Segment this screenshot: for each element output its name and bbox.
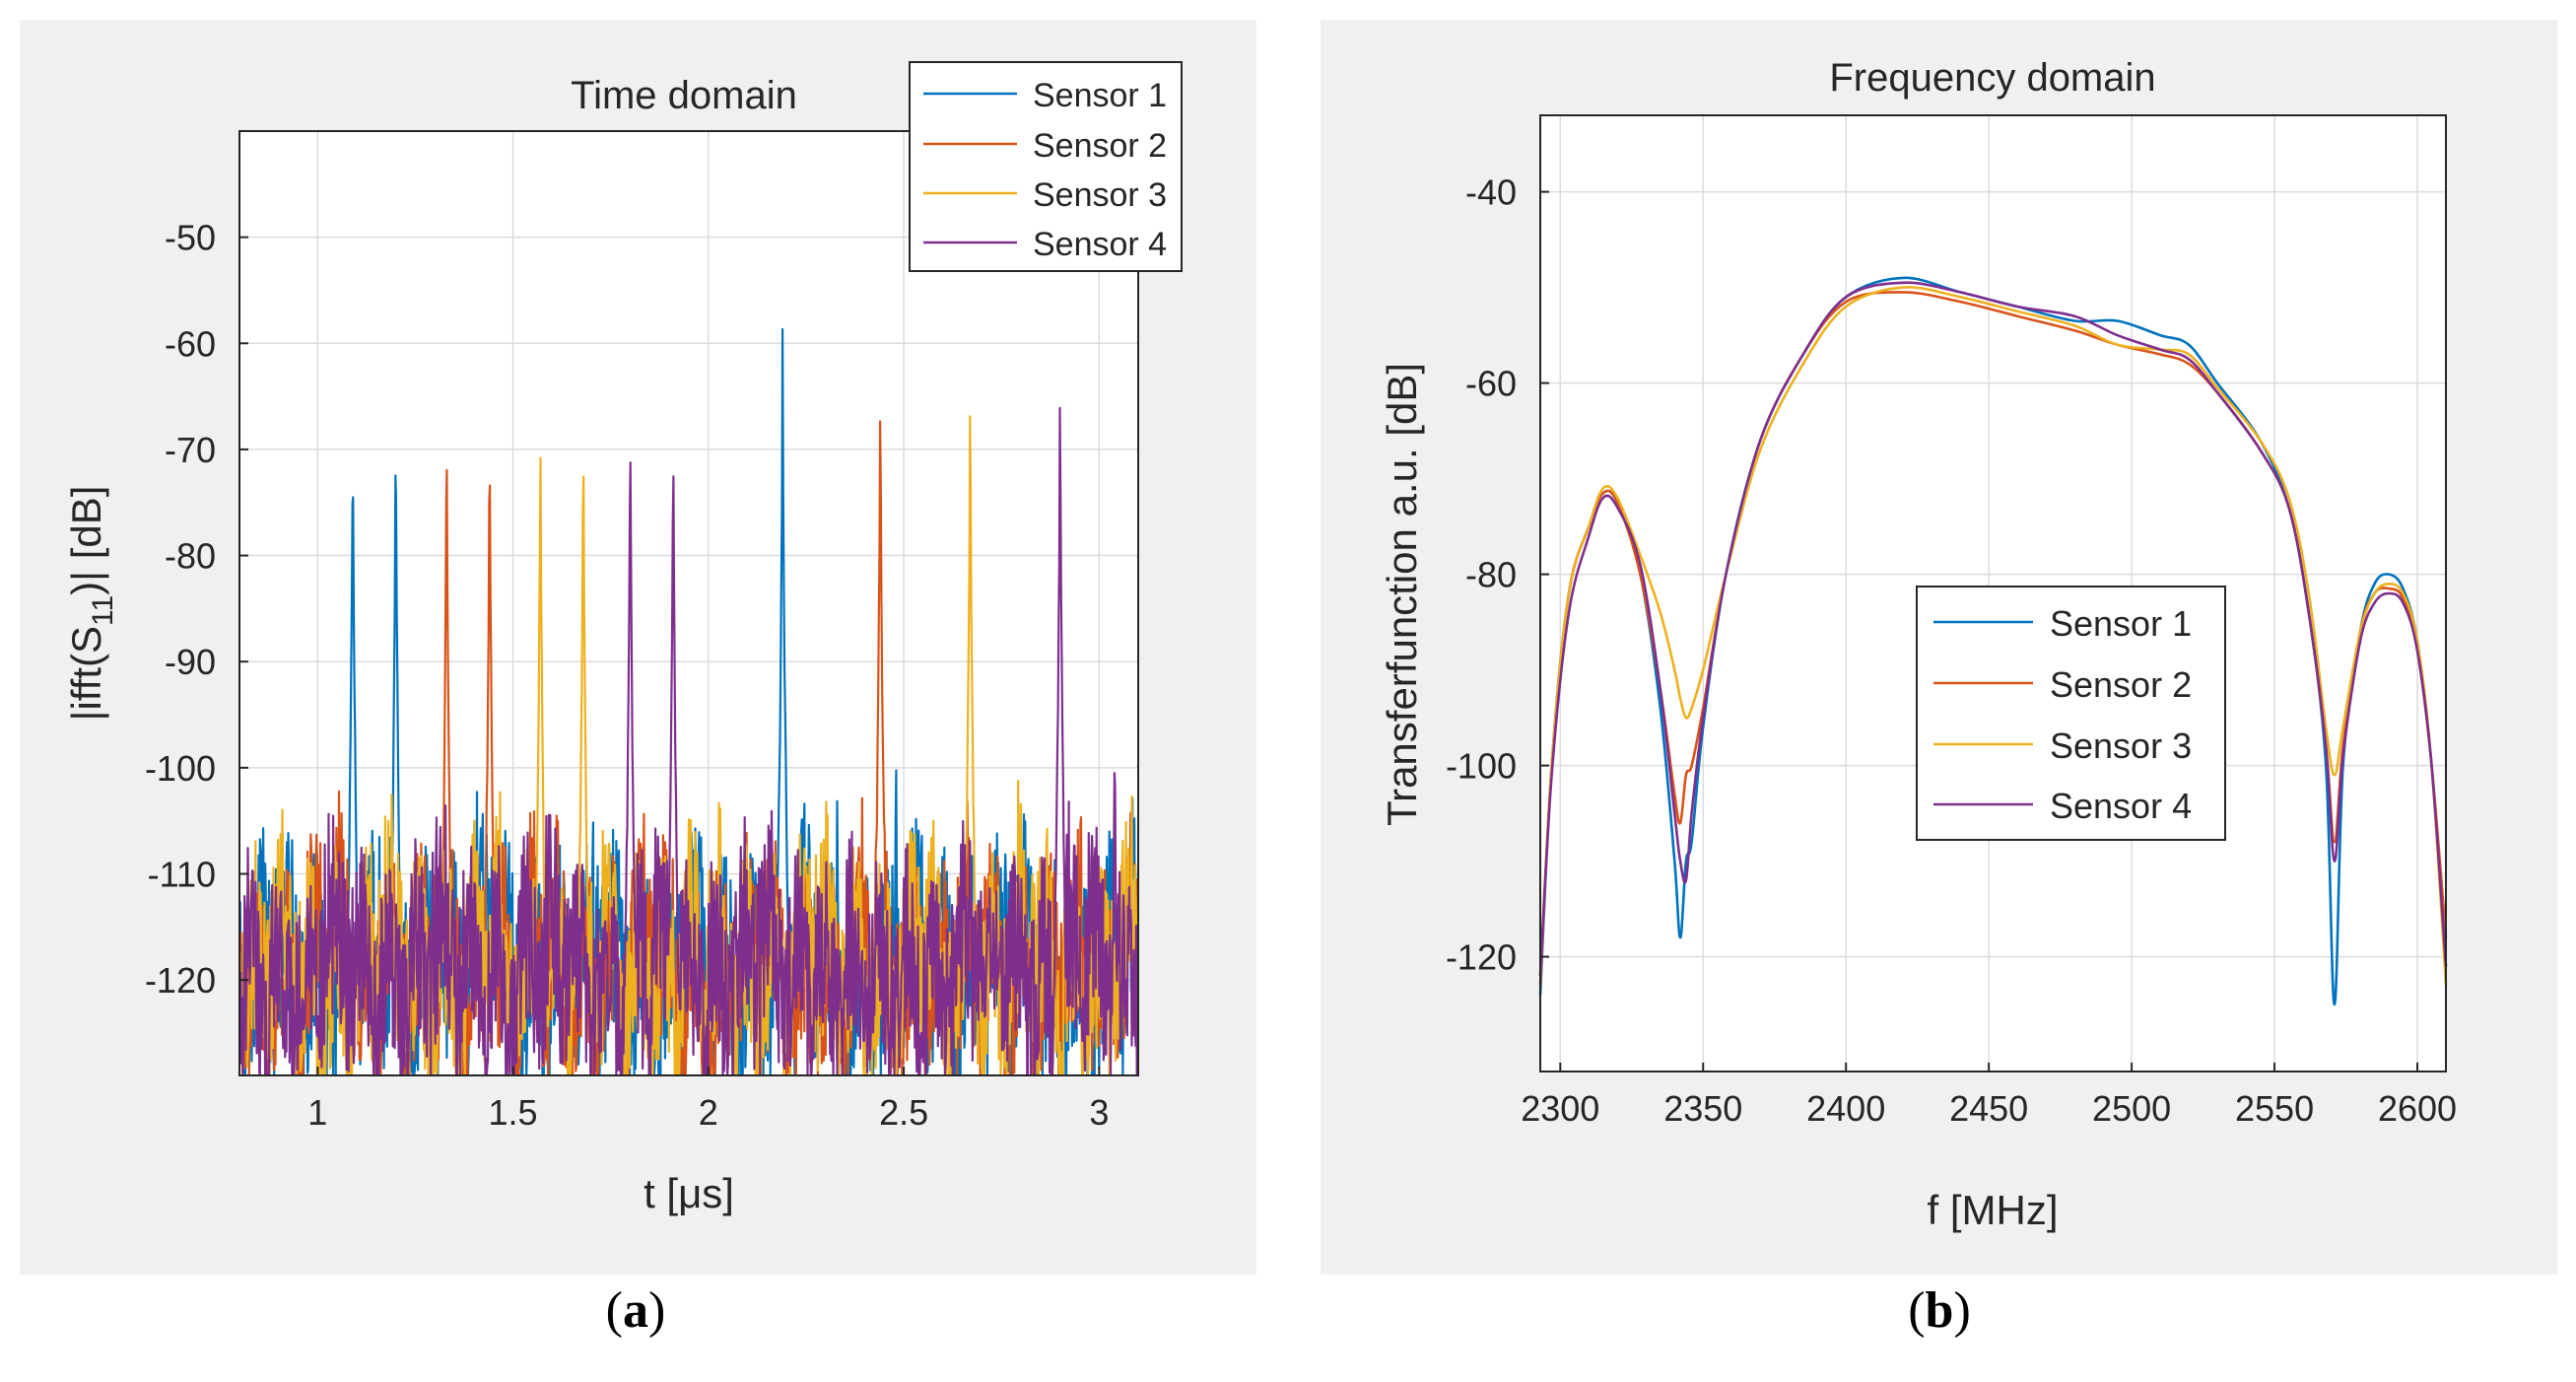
- time-legend-label-sensor-1: Sensor 1: [1033, 77, 1167, 114]
- time-legend-label-sensor-2: Sensor 2: [1033, 127, 1167, 165]
- time-legend-box: [909, 61, 1183, 272]
- freq-tick-labels: 2300 2350 2400 2450 2500 2550 2600 -40 -60 -80 -10…: [1446, 173, 2457, 1129]
- freq-legend-label-sensor-2: Sensor 2: [2050, 664, 2192, 705]
- freq-x-axis-label: f [MHz]: [1928, 1187, 2059, 1233]
- time-y-label-sub: 11: [87, 595, 119, 626]
- time-y-axis-label: |ifft(S11)| [dB]: [63, 486, 119, 722]
- caption-b: (b): [1908, 1282, 1971, 1339]
- time-tick-labels: 1 1.5 2 2.5 3 -50 -60 -70 -80 -90 -100 -110 -120: [145, 218, 1109, 1133]
- freq-legend-box: [1916, 586, 2226, 841]
- freq-y-tick-label: -80: [1465, 555, 1517, 595]
- time-y-label-tail: )| [dB]: [63, 486, 109, 595]
- freq-legend-label-sensor-1: Sensor 1: [2050, 603, 2192, 644]
- freq-grid: [1540, 115, 2446, 1071]
- time-chart-title: Time domain: [571, 74, 797, 117]
- freq-x-tick-label: 2500: [2092, 1088, 2171, 1129]
- time-x-tick-label: 1: [307, 1092, 327, 1133]
- time-axes-box: [238, 130, 1139, 1076]
- freq-y-tick-label: -100: [1446, 746, 1517, 787]
- freq-x-tick-label: 2600: [2378, 1088, 2457, 1129]
- caption-a: (a): [605, 1282, 666, 1339]
- time-series-sensor-4: [239, 406, 1138, 1075]
- time-series-lines: [239, 327, 1138, 1075]
- freq-x-tick-label: 2350: [1663, 1088, 1742, 1129]
- freq-chart-title: Frequency domain: [1829, 56, 2155, 100]
- time-legend-label-sensor-4: Sensor 4: [1033, 226, 1167, 263]
- freq-series-lines: [1538, 276, 2448, 1006]
- time-y-tick-label: -90: [165, 642, 216, 682]
- time-y-tick-label: -60: [165, 323, 216, 364]
- freq-y-tick-label: -40: [1465, 173, 1517, 213]
- freq-x-tick-label: 2300: [1521, 1088, 1599, 1129]
- time-x-tick-label: 2.5: [879, 1092, 928, 1133]
- freq-x-tick-label: 2450: [1949, 1088, 2028, 1129]
- time-y-tick-label: -100: [145, 748, 216, 789]
- time-y-label-main: |ifft(S: [63, 626, 109, 722]
- time-x-tick-label: 2: [699, 1092, 718, 1133]
- freq-y-tick-label: -60: [1465, 364, 1517, 404]
- time-y-tick-label: -50: [165, 218, 216, 258]
- caption-a-letter: a: [623, 1282, 648, 1339]
- freq-legend-label-sensor-4: Sensor 4: [2050, 786, 2192, 826]
- freq-axes-box: [1539, 114, 2447, 1072]
- freq-series-sensor-4: [1538, 281, 2448, 977]
- freq-y-tick-label: -120: [1446, 937, 1517, 978]
- freq-x-tick-label: 2550: [2235, 1088, 2314, 1129]
- time-y-tick-label: -120: [145, 960, 216, 1001]
- time-x-axis-label: t [μs]: [644, 1170, 734, 1216]
- freq-legend-label-sensor-3: Sensor 3: [2050, 726, 2192, 766]
- freq-x-tick-label: 2400: [1806, 1088, 1885, 1129]
- time-y-tick-label: -110: [148, 854, 216, 894]
- time-x-tick-label: 3: [1089, 1092, 1109, 1133]
- freq-y-axis-label: Transferfunction a.u. [dB]: [1379, 363, 1425, 826]
- time-legend: Sensor 1 Sensor 2 Sensor 3 Sensor 4: [909, 61, 1183, 272]
- time-domain-chart: 1 1.5 2 2.5 3 -50 -60 -70 -80 -90 -100 -110 -120 Tim…: [63, 61, 1183, 1216]
- caption-b-letter: b: [1925, 1282, 1954, 1339]
- time-y-tick-label: -80: [165, 536, 216, 577]
- freq-series-sensor-3: [1538, 286, 2448, 986]
- time-y-tick-label: -70: [165, 430, 216, 470]
- time-x-tick-label: 1.5: [489, 1092, 538, 1133]
- frequency-domain-chart: 2300 2350 2400 2450 2500 2550 2600 -40 -60 -80 -10…: [1379, 56, 2457, 1233]
- time-legend-label-sensor-3: Sensor 3: [1033, 176, 1167, 214]
- freq-legend: Sensor 1 Sensor 2 Sensor 3 Sensor 4: [1916, 586, 2226, 841]
